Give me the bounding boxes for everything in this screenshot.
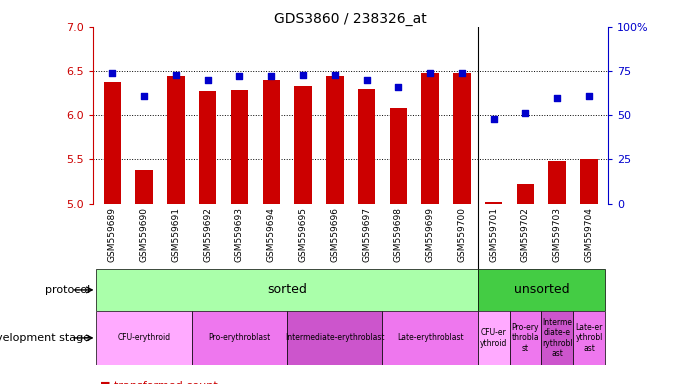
Bar: [104, 82, 121, 204]
Text: GSM559699: GSM559699: [426, 207, 435, 262]
Text: Pro-erythroblast: Pro-erythroblast: [208, 333, 271, 343]
Bar: [477, 311, 509, 365]
Text: ■ transformed count: ■ transformed count: [93, 380, 218, 384]
Text: Pro-ery
throbla
st: Pro-ery throbla st: [511, 323, 539, 353]
Bar: [453, 73, 471, 204]
Text: GSM559689: GSM559689: [108, 207, 117, 262]
Point: [456, 70, 467, 76]
Bar: [263, 80, 280, 204]
Point: [361, 77, 372, 83]
Bar: [485, 202, 502, 204]
Text: unsorted: unsorted: [513, 283, 569, 296]
Text: GSM559693: GSM559693: [235, 207, 244, 262]
Title: GDS3860 / 238326_at: GDS3860 / 238326_at: [274, 12, 427, 26]
Bar: [580, 159, 598, 204]
Point: [551, 94, 562, 101]
Bar: [549, 161, 566, 204]
Point: [392, 84, 404, 90]
Text: GSM559697: GSM559697: [362, 207, 371, 262]
Point: [139, 93, 150, 99]
Text: sorted: sorted: [267, 283, 307, 296]
Point: [330, 71, 341, 78]
Text: GSM559690: GSM559690: [140, 207, 149, 262]
Bar: [422, 73, 439, 204]
Text: CFU-erythroid: CFU-erythroid: [117, 333, 171, 343]
Text: GSM559692: GSM559692: [203, 207, 212, 262]
Text: protocol: protocol: [45, 285, 90, 295]
Bar: [287, 311, 382, 365]
Text: GSM559696: GSM559696: [330, 207, 339, 262]
Text: GSM559702: GSM559702: [521, 207, 530, 262]
Point: [266, 73, 277, 79]
Bar: [192, 311, 287, 365]
Point: [424, 70, 435, 76]
Bar: [517, 184, 534, 204]
Text: Intermediate-erythroblast: Intermediate-erythroblast: [285, 333, 385, 343]
Point: [107, 70, 118, 76]
Bar: [294, 86, 312, 204]
Text: Late-er
ythrobl
ast: Late-er ythrobl ast: [576, 323, 603, 353]
Text: CFU-er
ythroid: CFU-er ythroid: [480, 328, 507, 348]
Text: GSM559695: GSM559695: [299, 207, 307, 262]
Bar: [573, 311, 605, 365]
Point: [298, 71, 309, 78]
Point: [171, 71, 182, 78]
Bar: [231, 91, 248, 204]
Bar: [382, 311, 477, 365]
Text: GSM559700: GSM559700: [457, 207, 466, 262]
Bar: [541, 311, 573, 365]
Point: [583, 93, 594, 99]
Point: [520, 110, 531, 116]
Bar: [358, 89, 375, 204]
Text: Interme
diate-e
rythrobl
ast: Interme diate-e rythrobl ast: [542, 318, 573, 358]
Text: Late-erythroblast: Late-erythroblast: [397, 333, 464, 343]
Bar: [199, 91, 216, 204]
Bar: [390, 108, 407, 204]
Text: GSM559704: GSM559704: [585, 207, 594, 262]
Text: GSM559701: GSM559701: [489, 207, 498, 262]
Text: development stage: development stage: [0, 333, 90, 343]
Text: GSM559698: GSM559698: [394, 207, 403, 262]
Bar: [326, 76, 343, 204]
Bar: [97, 269, 477, 311]
Text: GSM559691: GSM559691: [171, 207, 180, 262]
Bar: [135, 170, 153, 204]
Text: GSM559703: GSM559703: [553, 207, 562, 262]
Point: [234, 73, 245, 79]
Text: GSM559694: GSM559694: [267, 207, 276, 262]
Bar: [509, 311, 541, 365]
Bar: [97, 311, 192, 365]
Bar: [477, 269, 605, 311]
Point: [488, 116, 499, 122]
Point: [202, 77, 214, 83]
Bar: [167, 76, 184, 204]
